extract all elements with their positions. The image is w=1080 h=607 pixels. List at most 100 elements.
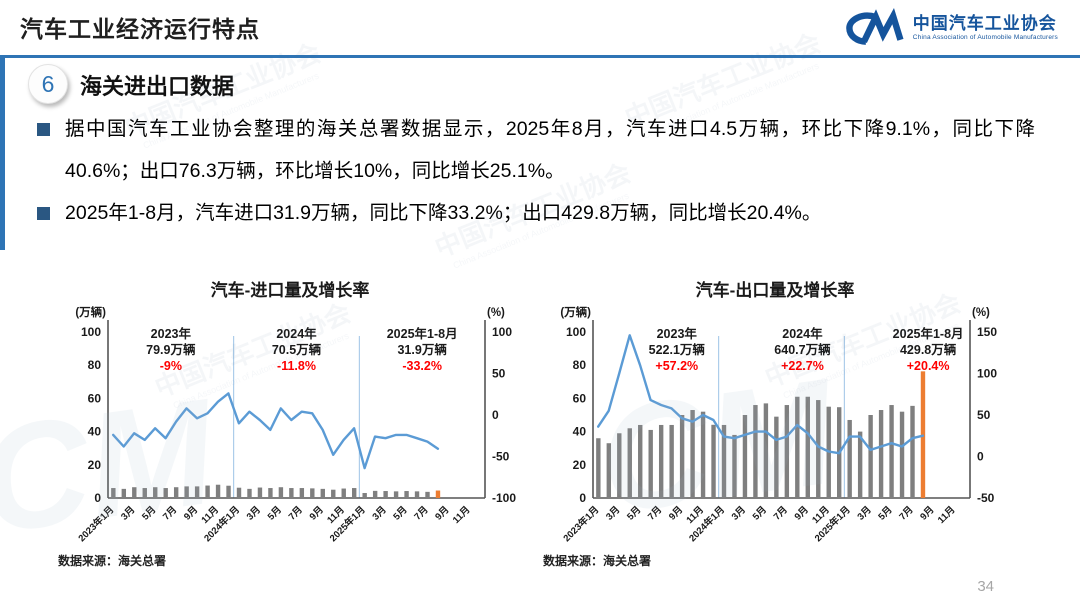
svg-text:+22.7%: +22.7% — [781, 359, 824, 373]
bullet-text-1: 据中国汽车工业协会整理的海关总署数据显示，2025年8月，汽车进口4.5万辆，环… — [65, 118, 1035, 182]
page-number: 34 — [977, 578, 994, 595]
svg-text:100: 100 — [566, 325, 586, 339]
year-divider-lines — [718, 336, 845, 498]
svg-text:70.5万辆: 70.5万辆 — [272, 342, 322, 357]
svg-text:3月: 3月 — [604, 504, 622, 522]
svg-text:7月: 7月 — [287, 504, 305, 522]
svg-text:-9%: -9% — [160, 359, 182, 373]
bullet-square-icon — [37, 123, 50, 136]
svg-text:2023年1月: 2023年1月 — [561, 504, 602, 545]
svg-text:2025年1-8月: 2025年1-8月 — [893, 326, 964, 341]
svg-text:5月: 5月 — [751, 504, 769, 522]
svg-text:7月: 7月 — [161, 504, 179, 522]
svg-text:9月: 9月 — [918, 504, 936, 522]
svg-text:7月: 7月 — [897, 504, 915, 522]
bullet-text-2: 2025年1-8月，汽车进口31.9万辆，同比下降33.2%；出口429.8万辆… — [65, 202, 822, 224]
export-chart-source: 数据来源：海关总署 — [543, 554, 652, 568]
svg-text:-11.8%: -11.8% — [277, 359, 316, 373]
axes — [592, 320, 971, 499]
svg-text:-100: -100 — [492, 491, 516, 505]
svg-text:(%): (%) — [972, 307, 990, 319]
axis-tick-labels: 100 80 60 40 20 0 100 50 0 -50 -100 (万辆) (%) — [75, 305, 516, 505]
svg-text:+20.4%: +20.4% — [907, 359, 950, 373]
svg-text:80: 80 — [88, 358, 102, 372]
export-chart: 汽车-出口量及增长率 100 80 60 40 20 0 150 100 50 0 -50 (万辆)(… — [535, 276, 1015, 569]
svg-text:640.7万辆: 640.7万辆 — [774, 342, 831, 357]
svg-text:60: 60 — [88, 391, 102, 405]
svg-text:7月: 7月 — [646, 504, 664, 522]
svg-text:3月: 3月 — [730, 504, 748, 522]
svg-text:20: 20 — [88, 458, 102, 472]
bullet-square-icon — [37, 207, 50, 220]
svg-text:79.9万辆: 79.9万辆 — [146, 342, 196, 357]
growth-rate-line — [597, 334, 925, 455]
svg-text:3月: 3月 — [119, 504, 137, 522]
growth-rate-line — [112, 392, 440, 470]
svg-text:31.9万辆: 31.9万辆 — [397, 342, 447, 357]
svg-text:5月: 5月 — [876, 504, 894, 522]
svg-text:100: 100 — [492, 325, 512, 339]
import-chart-source: 数据来源：海关总署 — [58, 554, 167, 568]
caam-logo-text: 中国汽车工业协会 China Association of Automobile… — [912, 14, 1058, 41]
svg-text:0: 0 — [94, 491, 101, 505]
axes — [107, 320, 486, 499]
svg-text:9月: 9月 — [793, 504, 811, 522]
caam-logo-en: China Association of Automobile Manufact… — [912, 33, 1058, 41]
svg-text:100: 100 — [977, 367, 997, 381]
svg-text:9月: 9月 — [667, 504, 685, 522]
svg-text:2024年: 2024年 — [276, 326, 317, 341]
caam-logo-cn: 中国汽车工业协会 — [912, 14, 1057, 34]
svg-text:0: 0 — [977, 450, 984, 464]
svg-text:(万辆): (万辆) — [75, 305, 106, 319]
svg-text:2024年: 2024年 — [782, 326, 823, 341]
svg-text:0: 0 — [579, 491, 586, 505]
svg-text:3月: 3月 — [370, 504, 388, 522]
svg-text:+57.2%: +57.2% — [655, 359, 698, 373]
svg-text:-33.2%: -33.2% — [402, 359, 442, 373]
bullet-item-1: 据中国汽车工业协会整理的海关总署数据显示，2025年8月，汽车进口4.5万辆，环… — [35, 108, 1035, 192]
svg-text:(%): (%) — [487, 307, 505, 319]
volume-bars — [596, 371, 926, 498]
svg-text:3月: 3月 — [245, 504, 263, 522]
caam-logo-mark-icon — [845, 8, 904, 45]
svg-text:60: 60 — [573, 391, 587, 405]
bullet-item-2: 2025年1-8月，汽车进口31.9万辆，同比下降33.2%；出口429.8万辆… — [35, 192, 1035, 234]
svg-text:50: 50 — [492, 367, 506, 381]
svg-text:2023年1月: 2023年1月 — [76, 504, 117, 545]
section-title: 海关进出口数据 — [80, 74, 235, 99]
svg-text:150: 150 — [977, 325, 997, 339]
svg-text:5月: 5月 — [625, 504, 643, 522]
svg-text:9月: 9月 — [182, 504, 200, 522]
svg-text:5月: 5月 — [391, 504, 409, 522]
svg-text:7月: 7月 — [412, 504, 430, 522]
svg-text:-50: -50 — [977, 491, 995, 505]
svg-text:429.8万辆: 429.8万辆 — [900, 342, 957, 357]
import-chart-title: 汽车-进口量及增长率 — [210, 281, 370, 300]
svg-text:50: 50 — [977, 408, 991, 422]
svg-text:7月: 7月 — [772, 504, 790, 522]
caam-logo: 中国汽车工业协会 China Association of Automobile… — [843, 8, 1058, 48]
year-divider-lines — [233, 336, 360, 498]
svg-text:-50: -50 — [492, 450, 510, 464]
svg-text:40: 40 — [88, 425, 102, 439]
bullet-list: 据中国汽车工业协会整理的海关总署数据显示，2025年8月，汽车进口4.5万辆，环… — [35, 108, 1035, 234]
svg-text:2023年: 2023年 — [151, 326, 192, 341]
svg-text:(万辆): (万辆) — [560, 305, 591, 319]
svg-text:2023年: 2023年 — [657, 326, 698, 341]
svg-text:3月: 3月 — [855, 504, 873, 522]
svg-text:522.1万辆: 522.1万辆 — [649, 342, 706, 357]
svg-text:40: 40 — [573, 425, 587, 439]
svg-text:2025年1-8月: 2025年1-8月 — [387, 326, 458, 341]
title-divider — [0, 55, 1080, 58]
import-chart: 汽车-进口量及增长率 100 80 60 40 20 0 100 50 0 -50 -100 (万辆)… — [50, 276, 530, 569]
svg-text:9月: 9月 — [308, 504, 326, 522]
section-number-badge: 6 — [28, 64, 68, 104]
